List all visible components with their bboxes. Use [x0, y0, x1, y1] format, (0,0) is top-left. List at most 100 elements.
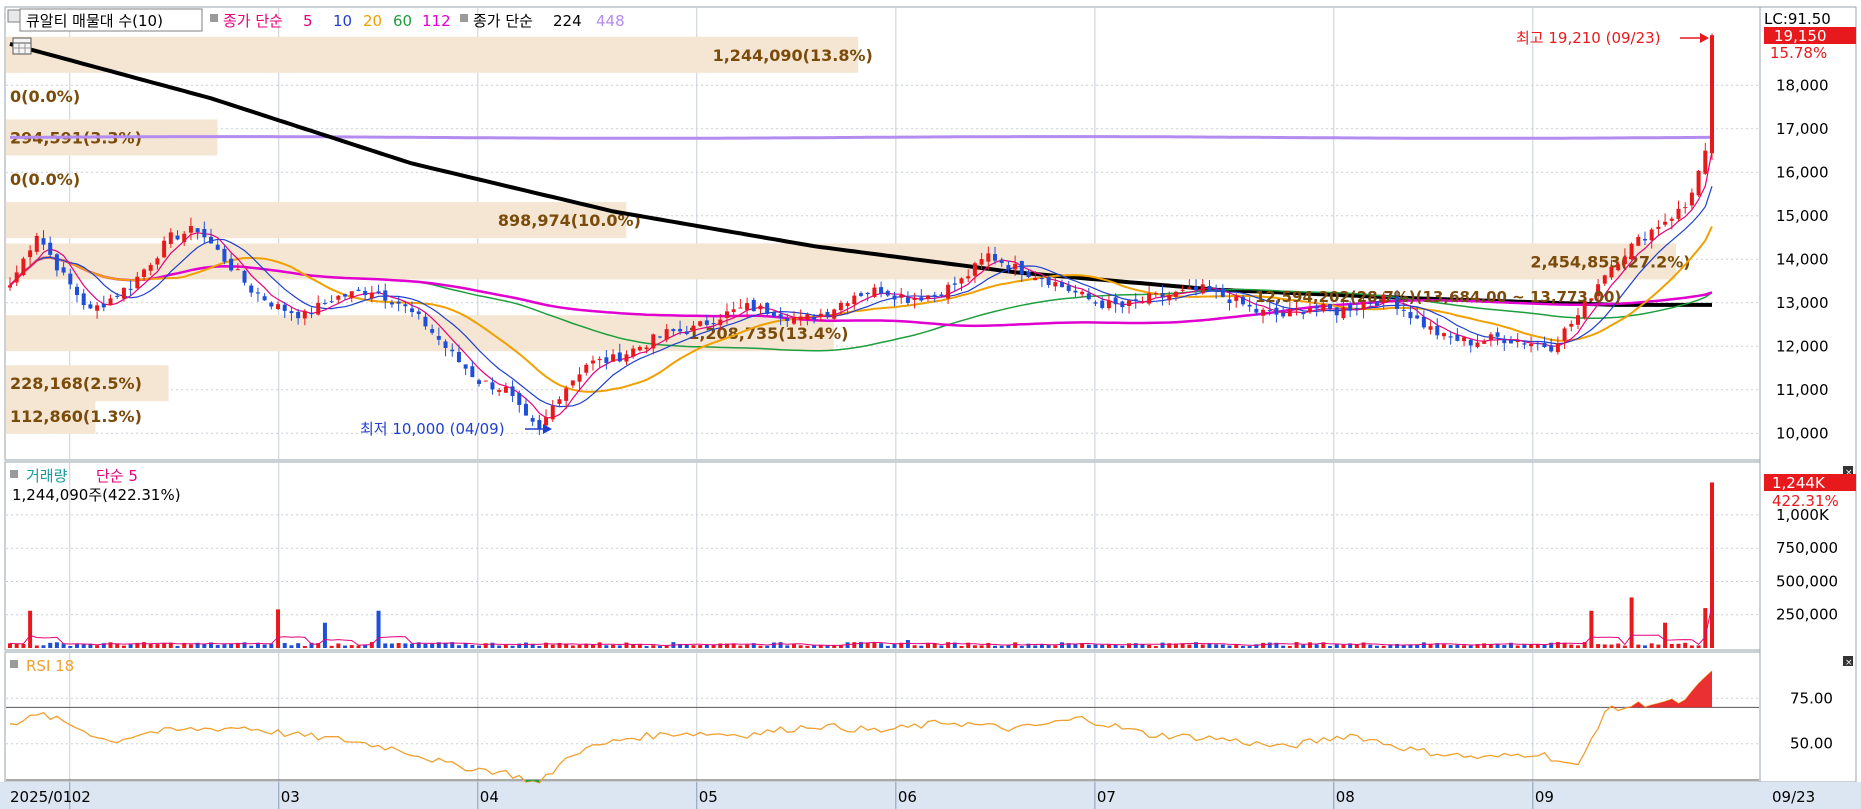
calendar-icon[interactable]: [12, 37, 32, 55]
volume-bar: [68, 645, 73, 648]
candle-body: [1368, 302, 1373, 304]
volume-bar: [1133, 643, 1138, 648]
candle-body: [349, 291, 354, 298]
volume-bar: [383, 643, 388, 648]
volume-bar: [483, 643, 488, 648]
ma-legend-period-112: 112: [422, 12, 451, 30]
volume-bar: [436, 642, 441, 648]
volume-bar: [1240, 645, 1245, 648]
candle-body: [1039, 278, 1044, 280]
candle-body: [296, 311, 301, 319]
rsi-panel-close-icon[interactable]: ×: [1843, 656, 1853, 668]
candle-body: [905, 297, 910, 303]
candle-body: [751, 299, 756, 312]
volume-panel-close-icon[interactable]: ×: [1843, 466, 1853, 478]
candle-body: [678, 328, 683, 332]
volume-bar: [423, 643, 428, 648]
volume-bar: [590, 644, 595, 648]
candle-body: [410, 308, 415, 313]
candle-body: [1663, 221, 1668, 225]
rsi-tick-label: 50.00: [1790, 735, 1833, 753]
volume-bar: [1374, 645, 1379, 648]
candle-body: [1113, 297, 1118, 305]
volume-bar: [818, 645, 823, 648]
volume-profile-label: 1,208,735(13.4%): [688, 324, 848, 343]
candle-body: [879, 287, 884, 294]
volume-bar: [879, 643, 884, 648]
candle-layer: [8, 33, 1714, 436]
ma-legend-period-10: 10: [333, 12, 352, 30]
volume-bar: [195, 642, 200, 648]
candle-body: [1046, 277, 1051, 286]
volume-bar: [1535, 644, 1540, 648]
candle-body: [1415, 315, 1420, 319]
volume-bar: [1401, 644, 1406, 648]
candle-body: [544, 417, 549, 426]
volume-bar: [1080, 643, 1085, 648]
ma-long-legend-bullet-icon: [460, 14, 468, 22]
volume-bar: [1529, 644, 1534, 648]
x-tick-label: 04: [480, 788, 499, 806]
volume-bar: [1381, 645, 1386, 648]
volume-bar: [838, 644, 843, 648]
volume-bar: [242, 642, 247, 648]
candle-body: [101, 303, 106, 308]
volume-bar: [1053, 645, 1058, 648]
volume-bar: [905, 640, 910, 648]
candle-body: [108, 298, 113, 305]
volume-bar: [470, 644, 475, 648]
candle-body: [1261, 309, 1266, 316]
volume-bar: [1710, 482, 1714, 648]
volume-bar: [1180, 643, 1185, 648]
candle-body: [1328, 303, 1333, 309]
volume-bar: [738, 645, 743, 648]
volume-bar: [1676, 643, 1681, 648]
volume-bar: [1153, 645, 1158, 648]
price-legend-box[interactable]: [19, 8, 203, 32]
candle-body: [1582, 300, 1587, 318]
volume-bar: [1234, 644, 1239, 648]
candle-body: [403, 304, 408, 307]
volume-bar: [54, 642, 59, 648]
volume-bar: [1455, 644, 1460, 648]
volume-bar: [1328, 645, 1333, 648]
volume-bar: [1683, 642, 1688, 648]
candle-body: [1589, 298, 1594, 301]
price-legend-menu-icon[interactable]: [7, 9, 21, 23]
volume-bar: [926, 642, 931, 648]
candle-body: [202, 228, 207, 238]
candle-body: [771, 312, 776, 317]
volume-bar: [1247, 645, 1252, 648]
volume-bar: [1415, 644, 1420, 648]
x-tick-label: 03: [281, 788, 300, 806]
volume-bar: [28, 610, 33, 648]
candle-body: [14, 272, 19, 283]
volume-bar: [148, 643, 153, 648]
volume-bar: [1542, 644, 1547, 648]
candle-body: [1428, 326, 1433, 330]
rsi-legend-label: RSI 18: [26, 657, 74, 675]
candle-body: [765, 302, 770, 314]
candle-body: [316, 302, 321, 315]
volume-bar: [724, 643, 729, 648]
candle-body: [838, 302, 843, 311]
candle-body: [1689, 192, 1694, 206]
volume-bar: [1696, 645, 1701, 648]
x-tick-label: 07: [1097, 788, 1116, 806]
candle-body: [28, 250, 33, 258]
candle-body: [1421, 316, 1426, 328]
candle-body: [21, 258, 26, 276]
candle-body: [1053, 282, 1058, 287]
candle-body: [1294, 309, 1299, 311]
volume-bar: [805, 645, 810, 648]
rsi-tick-label: 75.00: [1790, 689, 1833, 707]
candle-body: [1401, 309, 1406, 311]
candle-body: [1441, 333, 1446, 337]
volume-bar: [1301, 644, 1306, 648]
candle-body: [81, 293, 86, 306]
volume-bar: [731, 643, 736, 648]
candle-body: [698, 321, 703, 326]
volume-bar: [919, 645, 924, 648]
candle-body: [235, 269, 240, 271]
